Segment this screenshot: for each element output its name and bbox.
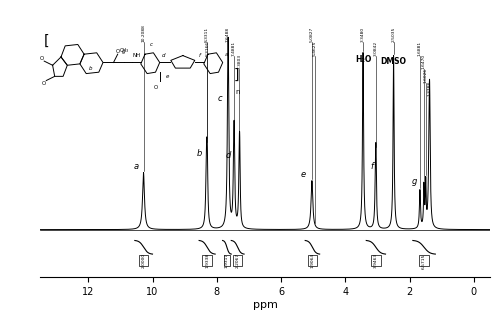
Text: DMSO: DMSO — [380, 57, 406, 66]
X-axis label: ppm: ppm — [252, 300, 278, 310]
Bar — [308, 255, 317, 266]
Text: 5.0827: 5.0827 — [310, 27, 314, 42]
Text: 7.4881: 7.4881 — [232, 41, 236, 56]
Text: 5.4625: 5.4625 — [313, 40, 317, 56]
Text: 1.6470: 1.6470 — [422, 54, 426, 69]
Bar — [420, 255, 429, 266]
Text: 1.3788: 1.3788 — [427, 81, 431, 96]
Text: a: a — [225, 52, 228, 57]
Text: 2.5035: 2.5035 — [392, 27, 396, 42]
Text: O: O — [154, 85, 158, 90]
Text: 8.3166: 8.3166 — [206, 41, 210, 56]
Text: 2.0000: 2.0000 — [142, 253, 146, 268]
Text: 1.9338: 1.9338 — [205, 253, 209, 268]
Text: a: a — [134, 162, 139, 171]
Text: 1.9317: 1.9317 — [225, 253, 229, 268]
Text: 3.3480: 3.3480 — [361, 27, 365, 42]
Text: 7.6488: 7.6488 — [226, 27, 230, 42]
Text: 3.0842: 3.0842 — [374, 41, 378, 56]
Bar — [371, 255, 380, 266]
Text: CH₃: CH₃ — [120, 48, 128, 53]
Text: NH: NH — [132, 53, 140, 58]
Text: c: c — [150, 42, 153, 47]
Bar — [202, 255, 212, 266]
Text: 1.6026: 1.6026 — [424, 68, 428, 83]
Text: f: f — [198, 53, 200, 58]
Text: e: e — [166, 74, 170, 79]
Text: n: n — [235, 89, 240, 95]
Text: O: O — [40, 56, 44, 61]
Text: 1.9064: 1.9064 — [310, 253, 314, 268]
Text: f: f — [370, 162, 373, 171]
Text: e: e — [301, 170, 306, 179]
Bar — [224, 255, 230, 266]
Text: c: c — [218, 94, 222, 103]
Text: b: b — [88, 66, 92, 71]
Text: 6.5715: 6.5715 — [422, 253, 426, 269]
Text: O: O — [116, 49, 120, 54]
Text: 3.9463: 3.9463 — [374, 253, 378, 268]
Text: H₂O: H₂O — [355, 55, 371, 64]
Text: 2.2067: 2.2067 — [236, 253, 240, 268]
Text: O: O — [42, 81, 46, 86]
Bar — [139, 255, 148, 266]
Text: 8.3311: 8.3311 — [204, 27, 208, 42]
Text: 7.3803: 7.3803 — [238, 54, 242, 69]
Text: 10.2088: 10.2088 — [142, 24, 146, 42]
Text: ]: ] — [234, 68, 239, 82]
Text: b: b — [196, 149, 202, 158]
Bar — [233, 255, 242, 266]
Text: [: [ — [44, 33, 50, 47]
Text: 1.6881: 1.6881 — [418, 41, 422, 56]
Text: d: d — [162, 53, 166, 58]
Text: d: d — [226, 151, 230, 160]
Text: g: g — [412, 177, 417, 186]
Text: g: g — [122, 49, 126, 54]
